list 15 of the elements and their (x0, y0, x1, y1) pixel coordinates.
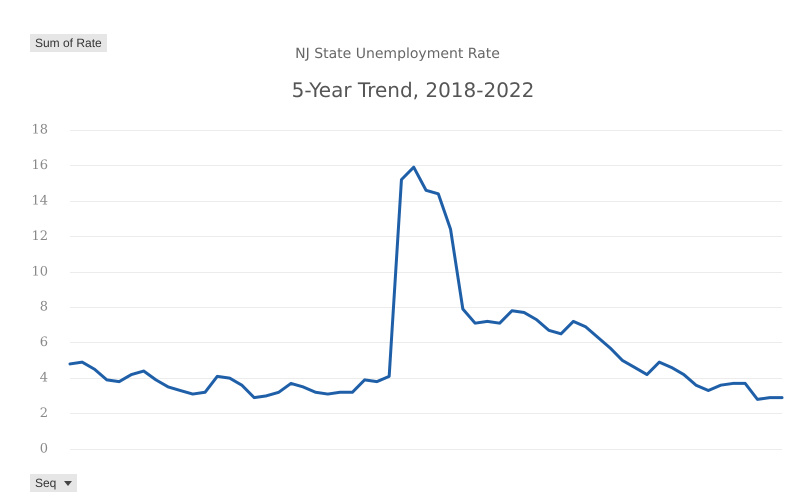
line-series (68, 166, 784, 401)
text: Sum of Rate (35, 36, 102, 50)
y-tick-label: 2 (40, 406, 48, 422)
y-tick-label: 16 (31, 158, 48, 173)
y-tick-label: 18 (31, 122, 48, 138)
y-tick-label: 4 (40, 370, 48, 386)
y-tick-label: 14 (31, 193, 48, 208)
y-tick-label: 8 (40, 300, 48, 315)
y-tick-label: 10 (31, 264, 48, 280)
chart-title: NJ State Unemployment Rate (295, 46, 500, 62)
y-tick-label: 6 (40, 335, 48, 350)
chart-subtitle: 5-Year Trend, 2018-2022 (292, 78, 534, 102)
text: Seq (35, 476, 56, 490)
y-tick-label: 12 (31, 228, 48, 244)
y-tick-label: 0 (40, 442, 48, 456)
